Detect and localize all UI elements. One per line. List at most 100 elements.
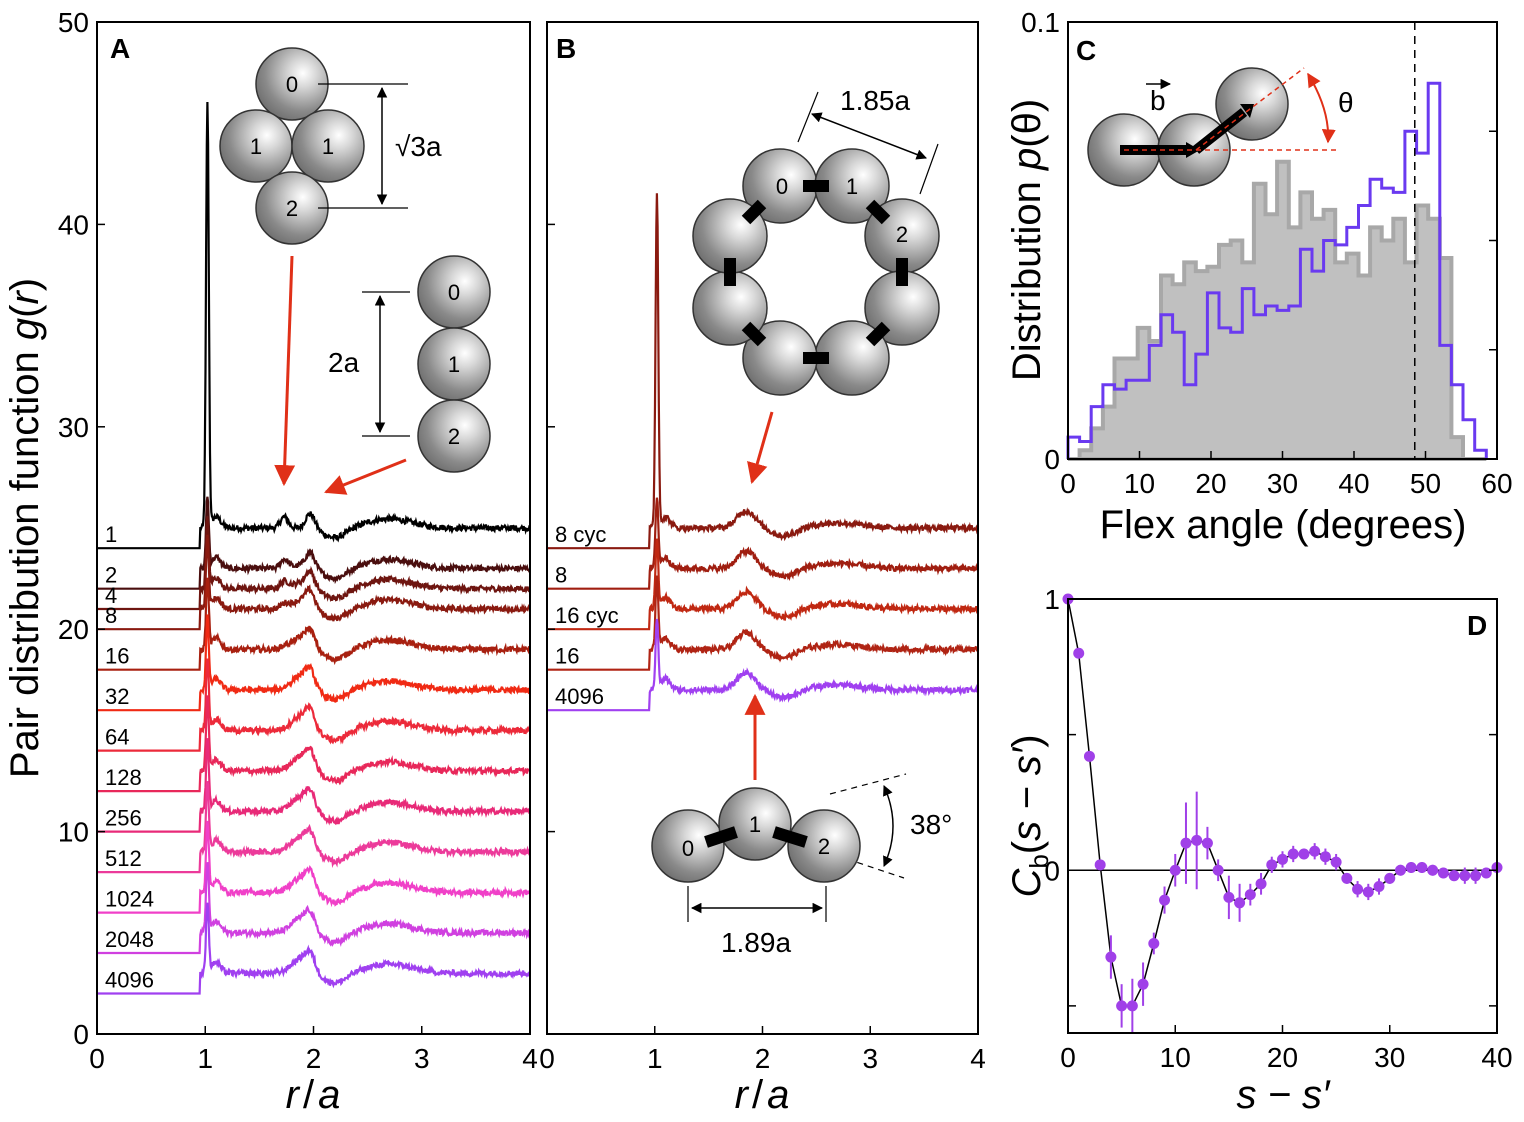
- data-point: [1384, 872, 1396, 884]
- flex-angle-illustration: θ b: [1087, 67, 1354, 187]
- data-point: [1362, 886, 1374, 898]
- panel-b-y-ticks: [547, 21, 555, 1035]
- panel-d-x-tick-label: 10: [1160, 1042, 1191, 1073]
- panel-a-curve-4096: [97, 902, 530, 995]
- data-point: [1394, 864, 1406, 876]
- svg-text:2: 2: [448, 424, 460, 449]
- data-point: [1437, 867, 1449, 879]
- panel-a-x-tick-label: 0: [89, 1043, 105, 1074]
- data-point: [1244, 889, 1256, 901]
- panel-a-series-label: 4: [105, 583, 117, 608]
- data-point: [1298, 848, 1310, 860]
- data-point: [1180, 837, 1192, 849]
- panel-b-letter: B: [556, 33, 576, 64]
- data-point: [1255, 878, 1267, 890]
- triangle-cluster-illustration: 0 1 1 2 √3a: [219, 47, 442, 245]
- panel-a-curve-128: [97, 695, 530, 793]
- panel-b-x-tick-label: 3: [862, 1043, 878, 1074]
- bent-chain-illustration: 0 1 2 38° 1.89a: [651, 773, 952, 958]
- panel-c-x-tick-label: 10: [1124, 468, 1155, 499]
- panel-b-curve-8-cyc: [547, 193, 978, 550]
- panel-a-curves: [97, 101, 530, 995]
- panel-a-x-tick-label: 1: [197, 1043, 213, 1074]
- data-point: [1159, 894, 1171, 906]
- panel-a-y-axis-label: Pair distribution function g(r): [3, 278, 47, 778]
- data-point: [1330, 856, 1342, 868]
- panel-b-series-label: 16 cyc: [555, 603, 619, 628]
- panel-d-y-ticks: 01: [1044, 584, 1497, 1007]
- data-point: [1223, 891, 1235, 903]
- data-point: [1105, 951, 1117, 963]
- data-point: [1341, 872, 1353, 884]
- data-point: [1073, 647, 1085, 659]
- angle-38-label: 38°: [910, 809, 952, 840]
- panel-d-y-axis-label: Cb(s − s′): [1005, 734, 1054, 897]
- panel-b-curve-16-cyc: [547, 538, 978, 631]
- data-point: [1137, 978, 1149, 990]
- panel-a-x-tick-label: 4: [522, 1043, 538, 1074]
- svg-text:1: 1: [448, 352, 460, 377]
- panel-c-x-ticks: 0 10 20 30 40 50 60: [1060, 451, 1513, 499]
- panel-a-y-tick-label: 40: [58, 209, 89, 240]
- panel-a-y-tick-label: 30: [58, 412, 89, 443]
- panel-a-series-label: 512: [105, 846, 142, 871]
- panel-c-y-tick-label: 0: [1044, 444, 1060, 475]
- data-point: [1201, 837, 1213, 849]
- b-vector-label: b: [1150, 85, 1166, 116]
- data-point: [1352, 883, 1364, 895]
- panel-a-series-label: 2: [105, 563, 117, 588]
- panel-a-series-label: 16: [105, 644, 129, 669]
- panel-c-x-axis-label: Flex angle (degrees): [1100, 503, 1467, 547]
- panel-b-x-tick-label: 1: [647, 1043, 663, 1074]
- panel-a-series-label: 8: [105, 603, 117, 628]
- panel-a-series-label: 32: [105, 684, 129, 709]
- panel-d-error-bars: [1109, 791, 1498, 1033]
- panel-a-series-label: 1024: [105, 887, 154, 912]
- panel-d-y-tick-label: 1: [1044, 584, 1060, 615]
- panel-a-curve-1: [97, 101, 530, 550]
- svg-text:1: 1: [322, 134, 334, 159]
- panel-c-histograms: [1066, 81, 1488, 461]
- panel-c-y-axis-label: Distribution p(θ): [1005, 99, 1049, 381]
- panel-a-curve-512: [97, 781, 530, 874]
- panel-d-x-tick-label: 20: [1267, 1042, 1298, 1073]
- panel-b-series-labels: 8 cyc 8 16 cyc 16 4096: [555, 522, 619, 709]
- data-point: [1416, 862, 1428, 874]
- panel-a-curve-8: [97, 534, 530, 631]
- panel-a-curve-32: [97, 614, 530, 712]
- panel-a-curve-256: [97, 738, 530, 833]
- panel-a-series-label: 256: [105, 806, 142, 831]
- panel-b-x-ticks: 0 1 2 3 4: [539, 1026, 986, 1074]
- data-point: [1266, 859, 1278, 871]
- red-arrow-a2: [324, 458, 407, 495]
- svg-text:0: 0: [448, 280, 460, 305]
- data-point: [1309, 845, 1321, 857]
- panel-a-curve-64: [97, 658, 530, 752]
- panel-b-x-tick-label: 0: [539, 1043, 555, 1074]
- svg-text:2: 2: [896, 222, 908, 247]
- linear-chain-illustration: 0 1 2 2a: [328, 255, 491, 473]
- data-point: [1212, 864, 1224, 876]
- panel-d: 0 10 20 30 40 01 D Cb(s − s′) s − s′: [1005, 584, 1513, 1117]
- panel-a-curve-2: [97, 496, 530, 590]
- panel-a-y-tick-label: 0: [73, 1019, 89, 1050]
- triangle-height-label: √3a: [395, 131, 442, 162]
- svg-text:0: 0: [682, 836, 694, 861]
- panel-a-y-tick-label: 50: [58, 7, 89, 38]
- panel-d-connector-line: [1067, 598, 1498, 1007]
- svg-text:2: 2: [286, 196, 298, 221]
- data-point: [1405, 862, 1417, 874]
- panel-b-x-tick-label: 2: [755, 1043, 771, 1074]
- panel-b-x-axis-label: r / a: [735, 1073, 790, 1117]
- data-point: [1319, 851, 1331, 863]
- chain-length-label: 2a: [328, 347, 360, 378]
- panel-a-curve-1024: [97, 820, 530, 914]
- panel-b-series-label: 8 cyc: [555, 522, 606, 547]
- svg-text:0: 0: [776, 174, 788, 199]
- data-point: [1480, 867, 1492, 879]
- panel-d-x-tick-label: 0: [1060, 1042, 1076, 1073]
- panel-b-series-label: 8: [555, 563, 567, 588]
- red-arrow-b1: [747, 411, 774, 485]
- data-point: [1470, 870, 1482, 882]
